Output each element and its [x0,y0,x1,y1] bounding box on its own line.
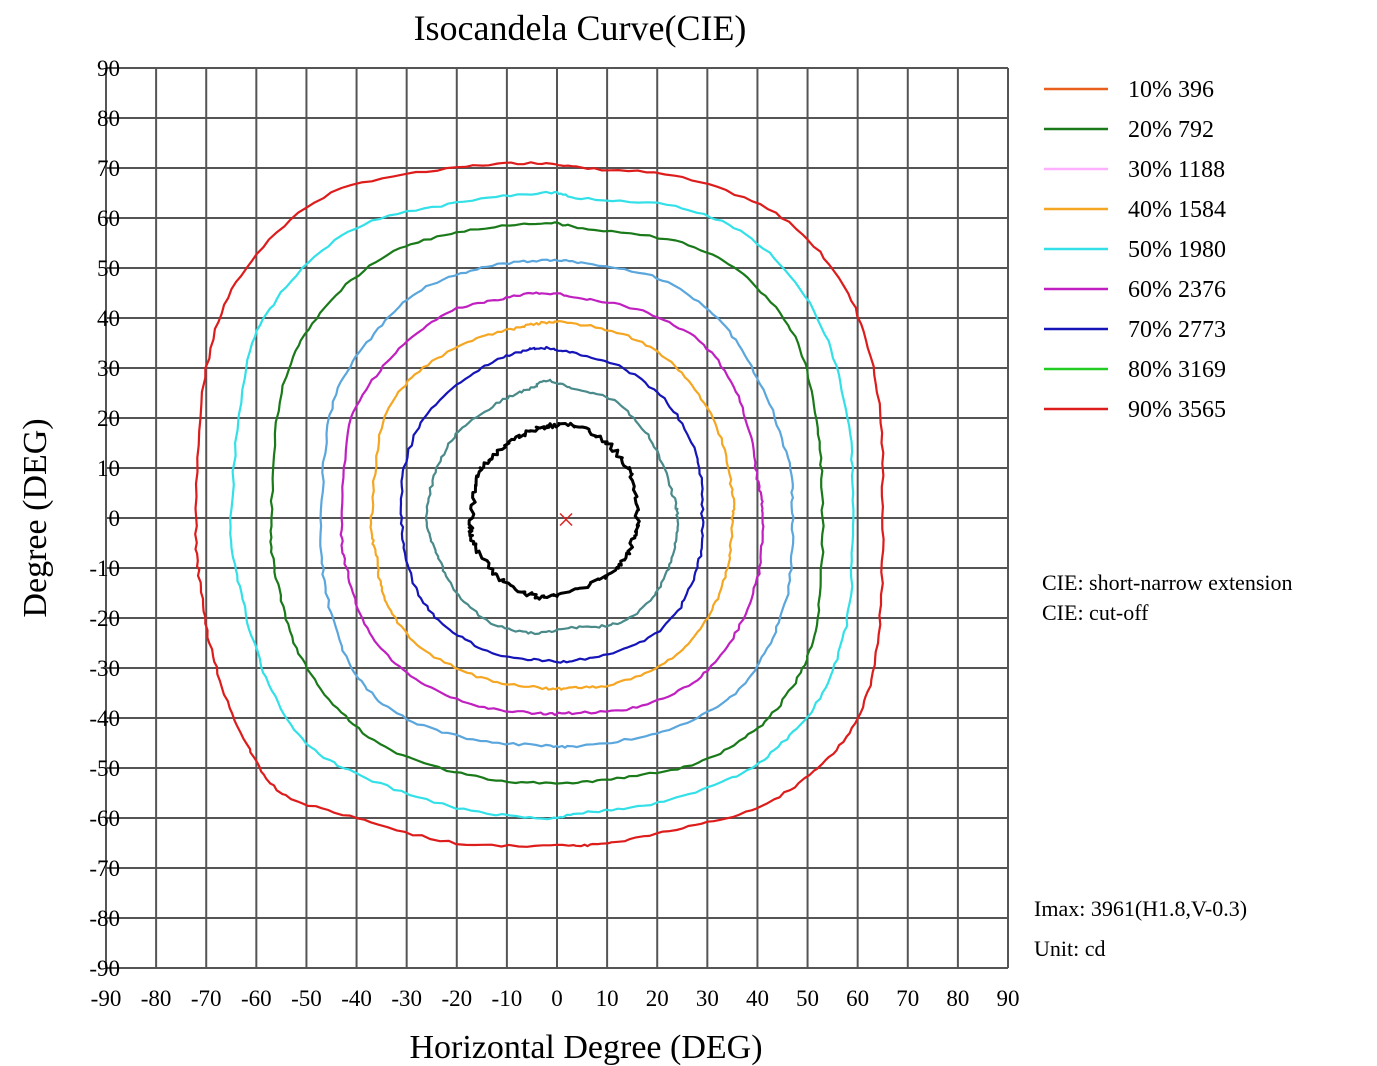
x-tick-label: -10 [492,986,523,1011]
annotation-cut-off: CIE: cut-off [1042,600,1149,625]
legend-label: 40% 1584 [1128,197,1226,223]
x-tick-label: 60 [846,986,869,1011]
y-tick-label: 20 [97,406,120,431]
chart-legend: 10% 396 20% 792 30% 1188 40% 1584 50% 1980 60… [1044,77,1226,423]
x-tick-label: -50 [291,986,322,1011]
y-tick-label: 90 [97,56,120,81]
x-tick-label: 90 [997,986,1020,1011]
legend-label: 20% 792 [1128,117,1214,143]
isocandela-contour [229,190,855,821]
y-tick-label: 40 [97,306,120,331]
max-point-marker [559,512,573,527]
legend-label: 30% 1188 [1128,157,1225,183]
isocandela-contour [194,161,885,848]
legend-label: 80% 3169 [1128,357,1226,383]
y-tick-label: -30 [89,656,120,681]
isocandela-contour [399,345,705,664]
y-tick-label: 70 [97,156,120,181]
x-tick-label: 20 [646,986,669,1011]
y-tick-label: 10 [97,456,120,481]
y-tick-label: 80 [97,106,120,131]
annotation-short-narrow: CIE: short-narrow extension [1042,570,1293,595]
x-tick-label: 30 [696,986,719,1011]
y-tick-label: -20 [89,606,120,631]
y-tick-label: -10 [89,556,120,581]
chart-grid [105,67,1009,969]
y-tick-label: 50 [97,256,120,281]
x-tick-label: 40 [746,986,769,1011]
x-axis-label: Horizontal Degree (DEG) [409,1029,762,1066]
legend-label: 50% 1980 [1128,237,1226,263]
x-tick-label: 10 [596,986,619,1011]
legend-label: 90% 3565 [1128,397,1226,423]
y-tick-label: -40 [89,706,120,731]
y-tick-label: -60 [89,806,120,831]
isocandela-contour [339,291,765,716]
y-tick-label: -70 [89,856,120,881]
x-tick-label: -60 [241,986,272,1011]
x-tick-label: -80 [141,986,172,1011]
y-axis-label: Degree (DEG) [17,418,54,617]
isocandela-contour [319,258,795,749]
y-tick-label: 60 [97,206,120,231]
x-tick-label: -90 [91,986,122,1011]
annotation-unit: Unit: cd [1034,936,1106,961]
isocandela-contour [369,320,736,691]
x-tick-label: 80 [946,986,969,1011]
chart-title: Isocandela Curve(CIE) [414,8,747,48]
x-tick-label: -70 [191,986,222,1011]
x-tick-label: 50 [796,986,819,1011]
legend-label: 70% 2773 [1128,317,1226,343]
max-marker-stroke [559,512,573,527]
x-tick-label: -20 [441,986,472,1011]
y-tick-label: -50 [89,756,120,781]
y-tick-labels: 90 80 70 60 50 40 30 20 10 0 -10 -20 -30 -40 -50 -60 -70… [89,56,120,981]
y-tick-label: 30 [97,356,120,381]
legend-label: 60% 2376 [1128,277,1226,303]
y-tick-label: 0 [109,506,121,531]
annotation-imax: Imax: 3961(H1.8,V-0.3) [1034,896,1247,921]
x-tick-label: 70 [896,986,919,1011]
x-tick-labels: -90 -80 -70 -60 -50 -40 -30 -20 -10 0 10 20 30 40 50 60… [91,986,1020,1011]
x-tick-label: -30 [391,986,422,1011]
y-tick-label: -80 [89,906,120,931]
y-tick-label: -90 [89,956,120,981]
x-tick-label: 0 [551,986,563,1011]
isocandela-contour [467,421,641,601]
x-tick-label: -40 [341,986,372,1011]
legend-label: 10% 396 [1128,77,1214,103]
isocandela-contour [424,378,680,636]
chart-series [194,161,885,848]
isocandela-contour [269,221,825,785]
